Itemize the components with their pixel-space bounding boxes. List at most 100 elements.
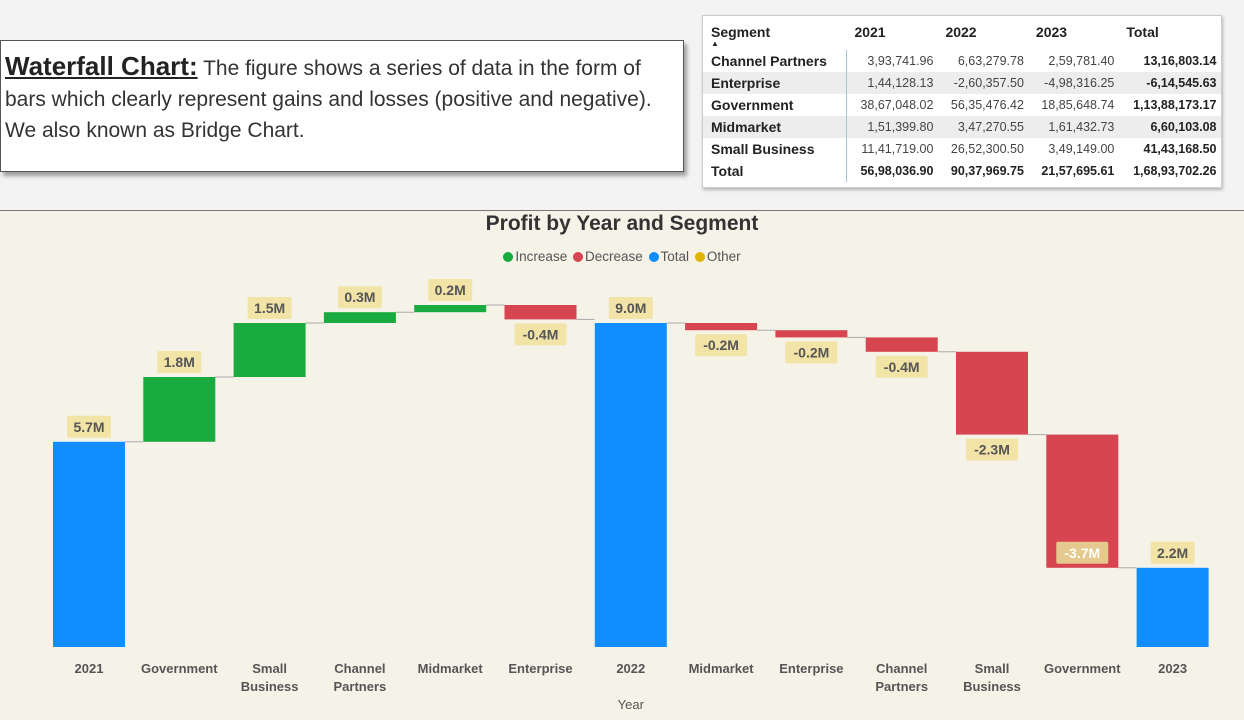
data-label-text: 0.3M (344, 289, 375, 305)
description-body: The figure shows a series of data in the… (5, 57, 652, 142)
data-label: -0.4M (514, 323, 567, 346)
waterfall-bar[interactable] (865, 337, 938, 352)
x-tick-label: Enterprise (779, 661, 843, 676)
cell-total: 1,68,93,702.26 (1133, 164, 1217, 178)
cell-2022: 3,47,270.55 (937, 116, 1028, 138)
column-header-2022[interactable]: 2022 (945, 24, 977, 40)
cell-total: 13,16,803.14 (1143, 54, 1217, 68)
data-label-text: 1.8M (164, 354, 195, 370)
data-label-text: -0.4M (523, 326, 559, 342)
cell-2022: 26,52,300.50 (950, 142, 1024, 156)
table-row[interactable]: Midmarket 1,51,399.80 3,47,270.55 1,61,4… (703, 116, 1221, 138)
data-label-text: 5.7M (73, 419, 104, 435)
cell-2022: 56,35,476.42 (950, 98, 1024, 112)
data-label-text: 0.2M (435, 282, 466, 298)
x-tick-label: Government (141, 661, 218, 676)
x-tick-label: 2022 (616, 661, 645, 676)
waterfall-bar[interactable] (775, 330, 848, 338)
legend-dot-increase (503, 252, 514, 262)
data-label-background (67, 415, 111, 438)
cell-2022: 6,63,279.78 (957, 54, 1024, 68)
x-tick-label: Government (1044, 661, 1121, 676)
description-box: Waterfall Chart: The figure shows a seri… (0, 40, 684, 172)
x-tick-label: Channel Partners (334, 661, 387, 694)
cell-2021: 38,67,048.02 (860, 98, 934, 112)
data-label-background (247, 297, 292, 319)
data-label-background (514, 323, 567, 346)
column-header-2023[interactable]: 2023 (1035, 24, 1068, 40)
x-tick-label: Small Business (963, 661, 1021, 694)
data-label-text: -0.2M (703, 337, 739, 353)
x-tick-label: Midmarket (418, 661, 484, 676)
legend-item-other[interactable]: Other (694, 249, 741, 264)
data-label-text: -0.2M (794, 344, 830, 360)
table-row[interactable]: Small Business 11,41,719.00 26,52,300.50… (703, 138, 1221, 160)
data-label-background (875, 355, 928, 378)
waterfall-bar[interactable] (685, 323, 758, 331)
waterfall-bar[interactable] (233, 323, 306, 377)
x-tick-label: Enterprise (508, 661, 572, 676)
chart-legend: Increase Decrease Total Other (0, 249, 1244, 264)
legend-dot-other (694, 252, 705, 262)
waterfall-bar[interactable] (414, 305, 487, 313)
x-tick-label: 2021 (75, 661, 104, 676)
column-header-2021[interactable]: 2021 (854, 24, 886, 40)
data-label: 1.5M (247, 297, 292, 319)
data-label-text: 1.5M (254, 300, 285, 316)
data-label-background (608, 297, 653, 319)
data-label: 0.3M (337, 286, 382, 309)
sort-ascending-icon[interactable]: ▲ (711, 39, 719, 48)
segment-table[interactable]: Segment ▲ 2021 2022 2023 Total Channel Pa… (702, 15, 1222, 188)
column-header-total[interactable]: Total (1126, 24, 1159, 40)
waterfall-bar[interactable] (323, 312, 396, 323)
data-label: -3.7M (1056, 541, 1109, 564)
legend-dot-total (648, 252, 659, 262)
waterfall-bar[interactable] (143, 377, 216, 442)
data-label-background (785, 341, 838, 364)
data-label-text: -2.3M (974, 442, 1010, 458)
data-label: 1.8M (157, 351, 202, 373)
table-row[interactable]: Government 38,67,048.02 56,35,476.42 18,… (703, 94, 1221, 116)
waterfall-bar[interactable] (504, 305, 577, 320)
x-axis-title: Year (618, 697, 645, 712)
legend-item-increase[interactable]: Increase (503, 249, 567, 264)
waterfall-bar[interactable] (956, 351, 1028, 435)
data-label-text: 2.2M (1157, 545, 1188, 561)
cell-2022: 90,37,969.75 (950, 164, 1024, 178)
cell-segment: Midmarket (703, 116, 847, 138)
legend-item-total[interactable]: Total (648, 249, 689, 264)
data-label: -0.4M (875, 355, 928, 378)
data-label-background (157, 351, 202, 373)
cell-2023: -4,98,316.25 (1027, 72, 1119, 94)
column-header-segment[interactable]: Segment ▲ (703, 16, 846, 50)
data-label-background (1150, 541, 1195, 564)
data-label-background (428, 279, 473, 301)
cell-total: -6,14,545.63 (1118, 72, 1221, 94)
table-row[interactable]: Channel Partners 3,93,741.96 6,63,279.78… (703, 50, 1221, 72)
waterfall-bar[interactable] (594, 323, 667, 647)
waterfall-bar[interactable] (1136, 567, 1209, 647)
x-tick-label: Channel Partners (875, 661, 928, 694)
data-label: -0.2M (785, 341, 838, 364)
cell-2021: 1,44,128.13 (846, 72, 938, 94)
cell-2021: 56,98,036.90 (860, 164, 934, 178)
matrix-table: Segment ▲ 2021 2022 2023 Total Channel Pa… (703, 16, 1221, 182)
data-label-text: -3.7M (1064, 545, 1100, 561)
cell-segment: Small Business (703, 138, 847, 160)
table-row[interactable]: Enterprise 1,44,128.13 -2,60,357.50 -4,9… (703, 72, 1221, 94)
cell-2023: 21,57,695.61 (1041, 164, 1115, 178)
legend-item-decrease[interactable]: Decrease (572, 249, 643, 264)
x-tick-label: Small Business (241, 661, 299, 694)
legend-dot-decrease (572, 252, 583, 262)
cell-2023: 2,59,781.40 (1048, 54, 1115, 68)
chart-title: Profit by Year and Segment (485, 212, 759, 235)
data-label-background (337, 286, 382, 309)
description-title: Waterfall Chart: (5, 51, 198, 81)
cell-total: 41,43,168.50 (1143, 142, 1217, 156)
cell-2022: -2,60,357.50 (937, 72, 1028, 94)
cell-segment: Enterprise (703, 72, 847, 94)
cell-segment: Channel Partners (703, 50, 847, 72)
table-total-row[interactable]: Total 56,98,036.90 90,37,969.75 21,57,69… (703, 160, 1221, 182)
waterfall-bar[interactable] (53, 441, 125, 647)
data-label-text: -0.4M (884, 359, 920, 375)
